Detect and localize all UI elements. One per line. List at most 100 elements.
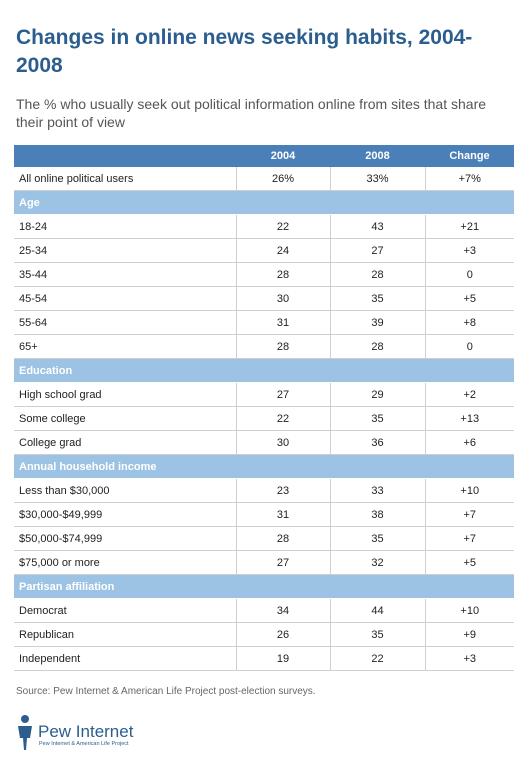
value-cell: 33%: [329, 167, 425, 191]
value-cell: 23: [235, 478, 330, 503]
section-row: Age: [14, 190, 514, 215]
value-cell: 29: [329, 382, 425, 407]
header-cell: Change: [425, 145, 514, 167]
value-cell: 24: [235, 238, 330, 263]
header-cell: 2008: [330, 145, 425, 167]
value-cell: 35: [329, 526, 425, 551]
header-row: 2004 2008 Change: [14, 145, 514, 167]
value-cell: 30: [235, 430, 330, 455]
value-cell: 26: [235, 622, 330, 647]
value-cell: 0: [424, 334, 514, 359]
data-row: 35-44 28 28 0: [14, 262, 514, 287]
value-cell: 28: [235, 526, 330, 551]
row-label: 18-24: [14, 214, 236, 239]
row-label: $30,000-$49,999: [14, 502, 236, 527]
header-cell: [14, 145, 236, 167]
value-cell: +8: [424, 310, 514, 335]
data-row: Democrat 34 44 +10: [14, 598, 514, 623]
value-cell: 22: [235, 406, 330, 431]
logo-tagline: Pew Internet & American Life Project: [39, 741, 129, 747]
data-row: 25-34 24 27 +3: [14, 238, 514, 263]
value-cell: 28: [329, 262, 425, 287]
value-cell: 34: [235, 598, 330, 623]
value-cell: +21: [424, 214, 514, 239]
value-cell: 0: [424, 262, 514, 287]
row-label: High school grad: [14, 382, 236, 407]
row-label: Republican: [14, 622, 236, 647]
data-row: 65+ 28 28 0: [14, 334, 514, 359]
value-cell: +13: [424, 406, 514, 431]
data-row: College grad 30 36 +6: [14, 430, 514, 455]
data-row: Republican 26 35 +9: [14, 622, 514, 647]
value-cell: 32: [329, 550, 425, 575]
value-cell: 35: [329, 286, 425, 311]
row-label: 45-54: [14, 286, 236, 311]
value-cell: 38: [329, 502, 425, 527]
value-cell: 31: [235, 502, 330, 527]
value-cell: +2: [424, 382, 514, 407]
section-row: Partisan affiliation: [14, 574, 514, 599]
value-cell: 26%: [235, 167, 330, 191]
data-row: 55-64 31 39 +8: [14, 310, 514, 335]
data-row: Less than $30,000 23 33 +10: [14, 478, 514, 503]
data-row: Some college 22 35 +13: [14, 406, 514, 431]
value-cell: +3: [424, 646, 514, 671]
value-cell: +5: [424, 286, 514, 311]
value-cell: 36: [329, 430, 425, 455]
data-row: $50,000-$74,999 28 35 +7: [14, 526, 514, 551]
row-label: $50,000-$74,999: [14, 526, 236, 551]
logo-icon: [18, 715, 32, 750]
value-cell: +6: [424, 430, 514, 455]
value-cell: 19: [235, 646, 330, 671]
value-cell: 43: [329, 214, 425, 239]
value-cell: 35: [329, 406, 425, 431]
subtitle: The % who usually seek out political inf…: [16, 96, 487, 130]
value-cell: 22: [235, 214, 330, 239]
value-cell: 28: [235, 334, 330, 359]
row-label: Independent: [14, 646, 236, 671]
value-cell: 22: [329, 646, 425, 671]
data-row: All online political users 26% 33% +7%: [14, 167, 514, 191]
data-row: Independent 19 22 +3: [14, 646, 514, 671]
row-label: 35-44: [14, 262, 236, 287]
data-row: High school grad 27 29 +2: [14, 382, 514, 407]
row-label: Democrat: [14, 598, 236, 623]
value-cell: +7%: [424, 167, 514, 191]
value-cell: 33: [329, 478, 425, 503]
row-label: All online political users: [14, 167, 236, 191]
value-cell: +7: [424, 502, 514, 527]
data-row: $75,000 or more 27 32 +5: [14, 550, 514, 575]
value-cell: +7: [424, 526, 514, 551]
value-cell: 30: [235, 286, 330, 311]
data-row: 18-24 22 43 +21: [14, 214, 514, 239]
section-title: Partisan affiliation: [14, 574, 514, 599]
row-label: College grad: [14, 430, 236, 455]
value-cell: 35: [329, 622, 425, 647]
row-label: Less than $30,000: [14, 478, 236, 503]
row-label: 65+: [14, 334, 236, 359]
value-cell: 27: [329, 238, 425, 263]
data-table: 2004 2008 Change All online political users…: [14, 145, 514, 671]
section-row: Annual household income: [14, 454, 514, 479]
source-note: Source: Pew Internet & American Life Pro…: [16, 686, 316, 697]
header-cell: 2004: [236, 145, 330, 167]
value-cell: +10: [424, 478, 514, 503]
section-title: Annual household income: [14, 454, 514, 479]
value-cell: +9: [424, 622, 514, 647]
value-cell: 31: [235, 310, 330, 335]
data-row: $30,000-$49,999 31 38 +7: [14, 502, 514, 527]
logo-name: Pew Internet: [38, 722, 134, 741]
value-cell: +3: [424, 238, 514, 263]
section-title: Age: [14, 190, 514, 215]
row-label: 25-34: [14, 238, 236, 263]
data-row: 45-54 30 35 +5: [14, 286, 514, 311]
value-cell: 28: [235, 262, 330, 287]
section-row: Education: [14, 358, 514, 383]
title: Changes in online news seeking habits, 2…: [16, 26, 473, 77]
section-title: Education: [14, 358, 514, 383]
value-cell: +5: [424, 550, 514, 575]
row-label: $75,000 or more: [14, 550, 236, 575]
row-label: Some college: [14, 406, 236, 431]
value-cell: 28: [329, 334, 425, 359]
row-label: 55-64: [14, 310, 236, 335]
